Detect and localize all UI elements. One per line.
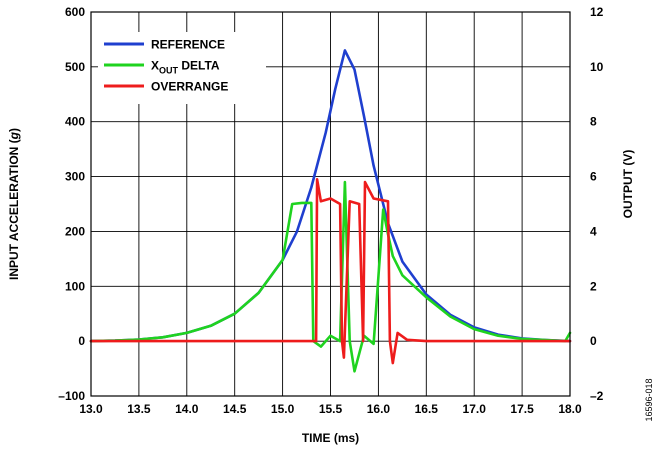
- y-axis-title-part: INPUT ACCELERATION (: [7, 139, 21, 280]
- x-tick-label: 14.0: [175, 402, 199, 416]
- x-tick-label: 17.0: [463, 402, 487, 416]
- y2-tick-labels: –2 0 2 4 6 8 10 12: [590, 5, 604, 403]
- y2-tick-label: 2: [590, 279, 597, 293]
- y-axis-title: INPUT ACCELERATION (g): [7, 128, 21, 280]
- x-tick-label: 13.0: [79, 402, 103, 416]
- y2-tick-label: 0: [590, 334, 597, 348]
- y2-tick-label: 4: [590, 224, 597, 238]
- legend-label-rest: DELTA: [178, 59, 220, 73]
- y-tick-label: 300: [65, 170, 85, 184]
- legend-label: REFERENCE: [151, 38, 225, 52]
- x-axis-title: TIME (ms): [302, 431, 359, 445]
- y-tick-label: 0: [78, 334, 85, 348]
- legend-label-main: X: [151, 59, 159, 73]
- x-tick-label: 16.0: [367, 402, 391, 416]
- x-tick-label: 17.5: [510, 402, 534, 416]
- series-layer: [89, 49, 572, 373]
- legend-label: XOUT DELTA: [151, 59, 220, 76]
- series-line-overrange: [89, 178, 572, 365]
- x-tick-label: 18.0: [558, 402, 582, 416]
- y-tick-label: 100: [65, 279, 85, 293]
- x-tick-label: 15.0: [271, 402, 295, 416]
- y-tick-label: 400: [65, 115, 85, 129]
- legend: REFERENCE XOUT DELTA OVERRANGE: [98, 32, 266, 104]
- plot-frame: [90, 11, 571, 397]
- y-tick-labels: –100 0 100 200 300 400 500 600: [58, 5, 85, 403]
- y2-tick-label: 10: [590, 60, 604, 74]
- y-tick-label: 200: [65, 224, 85, 238]
- y2-tick-label: 8: [590, 115, 597, 129]
- x-tick-label: 16.5: [415, 402, 439, 416]
- y-tick-label: 600: [65, 5, 85, 19]
- y2-tick-label: 12: [590, 5, 604, 19]
- series-line-xout-delta: [89, 180, 572, 373]
- y-tick-label: 500: [65, 60, 85, 74]
- figure-id: 16596-018: [644, 378, 654, 421]
- x-tick-labels: 13.0 13.5 14.0 14.5 15.0 15.5 16.0 16.5 17.0 17.5…: [79, 402, 582, 416]
- y-axis-title-part: ): [7, 128, 21, 132]
- y-tick-label: –100: [58, 389, 85, 403]
- legend-label: OVERRANGE: [151, 80, 228, 94]
- y2-axis-title: OUTPUT (V): [621, 150, 635, 219]
- x-tick-label: 14.5: [223, 402, 247, 416]
- y2-tick-label: 6: [590, 170, 597, 184]
- legend-label-sub: OUT: [159, 66, 179, 76]
- y-axis-title-unit: g: [7, 131, 21, 140]
- x-tick-label: 13.5: [127, 402, 151, 416]
- y2-tick-label: –2: [590, 389, 604, 403]
- x-tick-label: 15.5: [319, 402, 343, 416]
